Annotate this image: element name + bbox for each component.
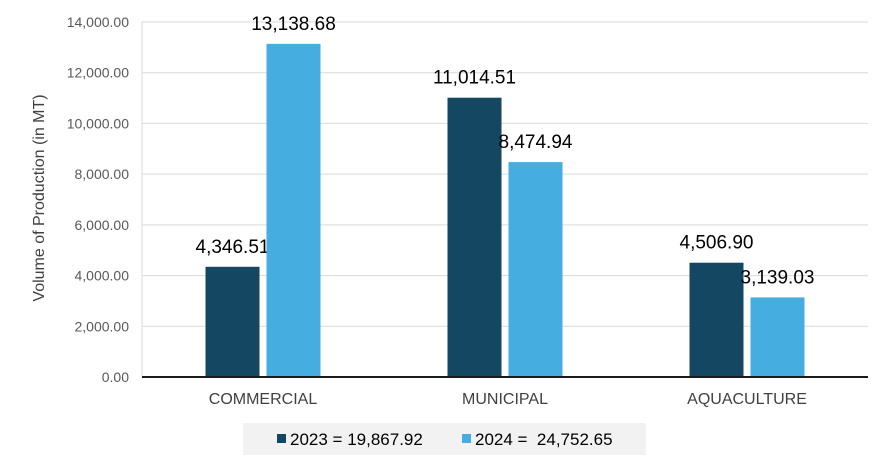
legend-label-2023: 2023 = 19,867.92 bbox=[290, 430, 423, 449]
x-category-label: COMMERCIAL bbox=[209, 391, 318, 408]
y-tick-label: 6,000.00 bbox=[75, 217, 130, 233]
y-axis-label: Volume of Production (in MT) bbox=[31, 94, 48, 301]
legend-swatch-2024 bbox=[462, 434, 471, 443]
data-label: 4,506.90 bbox=[680, 233, 754, 254]
data-label: 8,474.94 bbox=[499, 132, 573, 153]
data-label: 13,138.68 bbox=[251, 14, 336, 35]
y-tick-label: 10,000.00 bbox=[67, 115, 129, 131]
gridlines bbox=[141, 21, 868, 377]
y-tick-label: 4,000.00 bbox=[75, 268, 130, 284]
legend-swatch-2023 bbox=[277, 434, 286, 443]
y-axis-ticks: 0.00 2,000.00 4,000.00 6,000.00 8,000.00 10,0… bbox=[67, 14, 130, 385]
bar-municipal-2024 bbox=[508, 162, 563, 377]
y-tick-label: 8,000.00 bbox=[75, 166, 130, 182]
legend: 2023 = 19,867.92 2024 = 24,752.65 bbox=[243, 423, 646, 455]
y-tick-label: 2,000.00 bbox=[75, 318, 130, 334]
y-tick-label: 12,000.00 bbox=[67, 65, 129, 81]
category-labels: COMMERCIAL MUNICIPAL AQUACULTURE bbox=[209, 391, 807, 408]
bar-commercial-2023 bbox=[205, 266, 260, 377]
legend-background bbox=[243, 423, 646, 455]
y-tick-label: 0.00 bbox=[102, 369, 129, 385]
data-label: 3,139.03 bbox=[741, 267, 815, 288]
data-label: 11,014.51 bbox=[433, 68, 516, 89]
data-label: 4,346.51 bbox=[196, 237, 270, 258]
y-tick-label: 14,000.00 bbox=[67, 14, 129, 30]
x-category-label: MUNICIPAL bbox=[462, 391, 548, 408]
legend-label-2024: 2024 = 24,752.65 bbox=[475, 430, 613, 449]
bar-municipal-2023 bbox=[447, 97, 502, 378]
bar-aquaculture-2023 bbox=[689, 262, 744, 377]
bar-aquaculture-2024 bbox=[750, 297, 805, 377]
bar-commercial-2024 bbox=[266, 43, 321, 378]
x-category-label: AQUACULTURE bbox=[687, 391, 807, 408]
bars: 4,346.51 13,138.68 11,014.51 8,474.94 4,506.… bbox=[196, 14, 815, 378]
